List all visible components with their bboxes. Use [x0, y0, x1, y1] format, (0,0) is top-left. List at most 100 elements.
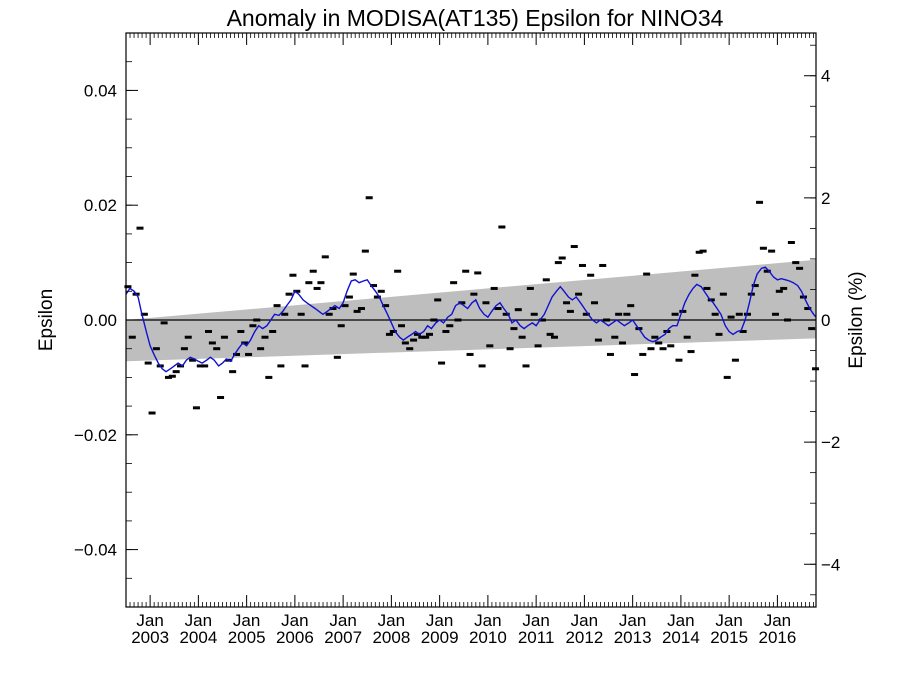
- data-point: [542, 278, 550, 282]
- y-right-tick-label: −2: [821, 433, 840, 452]
- smoothed-series-line: [125, 266, 817, 373]
- data-point: [148, 411, 156, 415]
- data-point: [438, 361, 446, 365]
- data-point: [361, 249, 369, 253]
- data-point: [470, 292, 478, 296]
- data-point: [180, 347, 188, 351]
- x-tick-label-year: 2016: [758, 628, 796, 647]
- data-point: [522, 364, 530, 368]
- y-axis-label-right: Epsilon (%): [846, 271, 867, 368]
- y-right-tick-label: 2: [821, 189, 830, 208]
- x-tick-label-year: 2011: [518, 628, 555, 647]
- data-point: [719, 292, 727, 296]
- trend-band: [126, 259, 816, 362]
- data-point: [735, 312, 743, 316]
- data-point: [683, 335, 691, 339]
- data-point: [756, 200, 764, 204]
- data-point: [466, 352, 474, 356]
- x-tick-label-year: 2013: [614, 628, 652, 647]
- data-point: [341, 304, 349, 308]
- y-right-tick-label: −4: [821, 555, 840, 574]
- data-point: [639, 352, 647, 356]
- x-tick-label-year: 2006: [276, 628, 314, 647]
- y-left-tick-label: 0.02: [84, 196, 117, 215]
- y-right-tick-label: 0: [821, 311, 830, 330]
- data-point: [128, 335, 136, 339]
- data-point: [647, 347, 655, 351]
- x-tick-label-month: Jan: [185, 611, 212, 630]
- x-tick-label-year: 2012: [565, 628, 603, 647]
- data-point: [534, 344, 542, 348]
- data-point: [780, 286, 788, 290]
- data-point: [208, 341, 216, 345]
- data-point: [385, 332, 393, 336]
- data-point: [345, 295, 353, 299]
- data-point: [229, 370, 237, 374]
- data-point: [570, 245, 578, 249]
- data-point: [353, 309, 361, 313]
- y-left-tick-label: 0.04: [84, 81, 117, 100]
- x-tick-label-month: Jan: [281, 611, 308, 630]
- data-point: [526, 286, 534, 290]
- data-point: [587, 273, 595, 277]
- x-tick-label-year: 2005: [228, 628, 266, 647]
- data-point: [394, 269, 402, 273]
- data-point: [357, 307, 365, 311]
- data-point: [655, 341, 663, 345]
- data-point: [172, 370, 180, 374]
- data-point: [482, 301, 490, 305]
- data-point: [285, 292, 293, 296]
- x-tick-label-month: Jan: [764, 611, 791, 630]
- data-point: [615, 312, 623, 316]
- data-point: [220, 335, 228, 339]
- data-point: [265, 375, 273, 379]
- data-point: [546, 332, 554, 336]
- data-point: [627, 304, 635, 308]
- data-point: [667, 344, 675, 348]
- data-point: [691, 273, 699, 277]
- data-point: [671, 312, 679, 316]
- data-point: [611, 335, 619, 339]
- data-point: [550, 335, 558, 339]
- data-point: [591, 301, 599, 305]
- data-point: [277, 364, 285, 368]
- data-point: [518, 335, 526, 339]
- data-point: [643, 272, 651, 276]
- data-point: [743, 312, 751, 316]
- plot-area: [124, 196, 820, 415]
- data-point: [261, 335, 269, 339]
- data-point: [727, 315, 735, 319]
- x-tick-label-year: 2008: [372, 628, 410, 647]
- x-tick-label-year: 2009: [421, 628, 459, 647]
- data-point: [768, 249, 776, 253]
- data-point: [325, 312, 333, 316]
- y-right-tick-label: 4: [821, 67, 830, 86]
- x-tick-label-year: 2007: [324, 628, 362, 647]
- x-tick-label-month: Jan: [136, 611, 163, 630]
- data-point: [514, 308, 522, 312]
- data-point: [486, 344, 494, 348]
- data-point: [575, 292, 583, 296]
- data-point: [619, 341, 627, 345]
- data-point: [237, 329, 245, 333]
- data-point: [462, 269, 470, 273]
- data-point: [450, 281, 458, 285]
- data-point: [631, 373, 639, 377]
- data-point: [313, 286, 321, 290]
- data-point: [490, 286, 498, 290]
- y-left-tick-label: −0.04: [74, 541, 117, 560]
- data-point: [603, 318, 611, 322]
- data-point: [651, 335, 659, 339]
- x-tick-label-year: 2014: [662, 628, 700, 647]
- x-tick-label-year: 2015: [710, 628, 748, 647]
- data-point: [498, 225, 506, 229]
- data-point: [494, 307, 502, 311]
- data-point: [184, 335, 192, 339]
- data-point: [784, 318, 792, 322]
- data-point: [623, 312, 631, 316]
- data-point: [309, 269, 317, 273]
- x-tick-label-month: Jan: [426, 611, 453, 630]
- chart-title: Anomaly in MODISA(AT135) Epsilon for NIN…: [227, 5, 724, 31]
- data-point: [759, 246, 767, 250]
